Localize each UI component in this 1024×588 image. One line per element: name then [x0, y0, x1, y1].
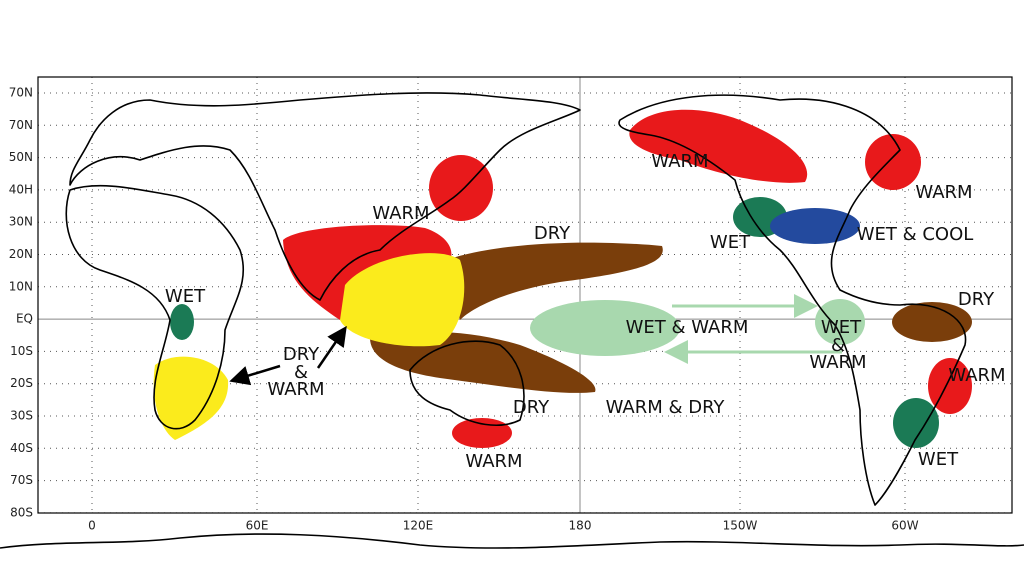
lat-label: 70N — [9, 86, 33, 100]
wet-region — [170, 304, 194, 340]
arrow — [316, 325, 347, 369]
wet-cool-region — [770, 208, 860, 244]
lon-label: 180 — [569, 519, 592, 533]
lat-label: 30N — [9, 215, 33, 229]
region-label: WARM — [651, 151, 708, 172]
lat-label: 80S — [10, 505, 33, 519]
region-label: WARM — [267, 379, 324, 400]
region-label: WARM — [465, 451, 522, 472]
region-label: WARM & DRY — [606, 397, 726, 418]
coastline — [618, 94, 967, 506]
region-label: WARM — [948, 365, 1005, 386]
coastlines — [0, 92, 1024, 549]
dry-warm-region — [153, 356, 229, 440]
region-label: & — [294, 362, 308, 383]
lon-label: 150W — [723, 519, 758, 533]
warm-region — [629, 109, 808, 183]
coastline — [409, 340, 525, 426]
lat-label: 40S — [10, 441, 33, 455]
region-label: WARM — [372, 203, 429, 224]
warm-region — [865, 134, 921, 190]
region-label: DRY — [534, 223, 571, 244]
labels: 70N 70N 50N 40H 30N 20N 10N EQ 10S 20S 30S 40S 70S 80… — [9, 86, 1006, 533]
lon-label: 120E — [403, 519, 434, 533]
dry-region — [370, 331, 596, 393]
lat-label: 70S — [10, 473, 33, 487]
dry-region — [892, 302, 972, 342]
region-label: DRY — [283, 344, 320, 365]
wet-warm-region — [530, 300, 680, 356]
region-label: WET & WARM — [626, 317, 749, 338]
warm-region — [452, 418, 512, 448]
lat-label: 20N — [9, 247, 33, 261]
map-frame — [37, 76, 1013, 514]
arrows — [229, 294, 842, 386]
coastline — [65, 184, 245, 430]
region-label: WET & COOL — [857, 224, 974, 245]
lat-label: 20S — [10, 376, 33, 390]
lon-label: 0 — [88, 519, 96, 533]
lat-label: 50N — [9, 150, 33, 164]
lat-label: 40H — [9, 182, 33, 196]
dry-warm-region — [340, 253, 465, 347]
region-label: WET — [165, 286, 206, 307]
lon-label: 60E — [246, 519, 269, 533]
dry-region — [440, 242, 663, 320]
coastline — [69, 92, 581, 301]
warm-region — [429, 155, 493, 221]
arrow — [229, 364, 281, 386]
wet-region — [893, 398, 939, 448]
region-label: WARM — [915, 182, 972, 203]
lat-label: 10N — [9, 279, 33, 293]
coastline — [0, 533, 1024, 549]
region-label: WET — [821, 317, 862, 338]
region-label: DRY — [958, 289, 995, 310]
lat-label: 10S — [10, 344, 33, 358]
region-label: DRY — [513, 397, 550, 418]
lat-label: 70N — [9, 118, 33, 132]
region-label: WET — [710, 232, 751, 253]
region-label: WARM — [809, 352, 866, 373]
wet-warm-region — [815, 299, 865, 345]
region-label: & — [831, 335, 845, 356]
region-label: WET — [918, 449, 959, 470]
lon-label: 60W — [891, 519, 918, 533]
lat-label: 30S — [10, 409, 33, 423]
lat-label: EQ — [16, 312, 33, 326]
